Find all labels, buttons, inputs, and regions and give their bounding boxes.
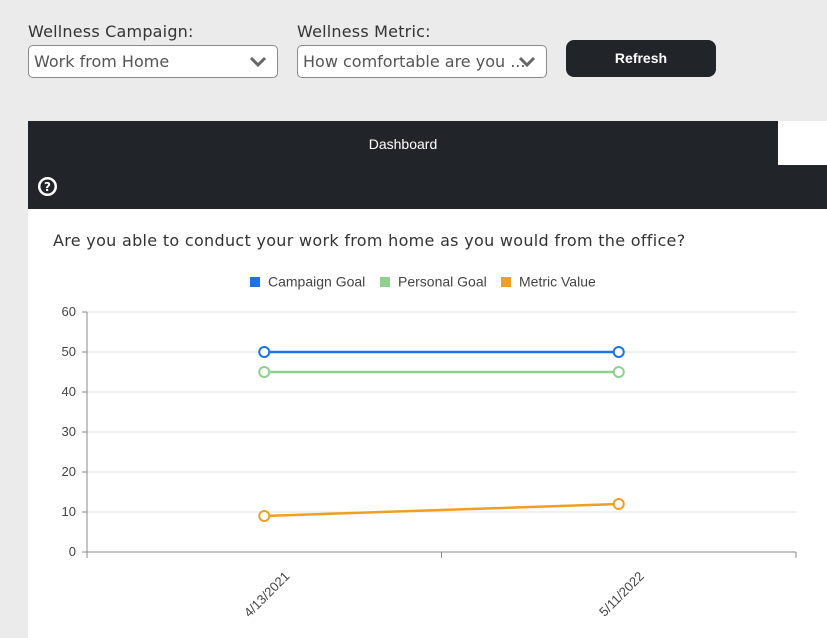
campaign-label: Wellness Campaign: (28, 22, 194, 41)
data-point (612, 346, 625, 358)
line-chart: 0 10 20 30 40 50 60 4/13/2021 5/11/2022 Campaign … (62, 274, 797, 621)
y-tick-label: 40 (62, 384, 76, 399)
y-tick-label: 30 (62, 424, 76, 439)
legend-swatch (380, 277, 390, 287)
chevron-down-icon (518, 56, 536, 68)
legend-swatch (501, 277, 511, 287)
series-line (264, 502, 619, 518)
tab-blank[interactable] (778, 121, 827, 165)
y-tick-label: 50 (62, 344, 76, 359)
dashboard-panel-header: Dashboard ? (28, 121, 827, 209)
y-tick-label: 20 (62, 464, 76, 479)
y-tick-label: 0 (69, 544, 76, 559)
question-circle-icon[interactable]: ? (37, 176, 58, 197)
metric-label: Wellness Metric: (297, 22, 431, 41)
refresh-button[interactable]: Refresh (566, 40, 716, 77)
campaign-select[interactable]: Work from Home (28, 45, 278, 78)
svg-text:?: ? (44, 180, 51, 194)
legend-swatch (250, 277, 260, 287)
legend-label: Personal Goal (398, 274, 487, 290)
y-tick-label: 10 (62, 504, 76, 519)
data-point (258, 510, 271, 522)
metric-question: Are you able to conduct your work from h… (53, 231, 686, 250)
x-tick-label: 4/13/2021 (241, 569, 293, 621)
data-point (258, 366, 271, 378)
y-tick-label: 60 (62, 304, 76, 319)
legend-label: Campaign Goal (268, 274, 365, 290)
dashboard-content: Are you able to conduct your work from h… (28, 209, 827, 638)
legend-label: Metric Value (519, 274, 596, 290)
data-point (612, 366, 625, 378)
tab-dashboard[interactable]: Dashboard (368, 136, 438, 152)
x-tick-label: 5/11/2022 (596, 569, 647, 620)
data-point (612, 498, 625, 510)
chevron-down-icon (249, 56, 267, 68)
campaign-select-value: Work from Home (34, 52, 170, 71)
metric-select[interactable]: How comfortable are you ... (297, 45, 547, 78)
metric-select-value: How comfortable are you ... (303, 52, 526, 71)
data-point (258, 346, 271, 358)
